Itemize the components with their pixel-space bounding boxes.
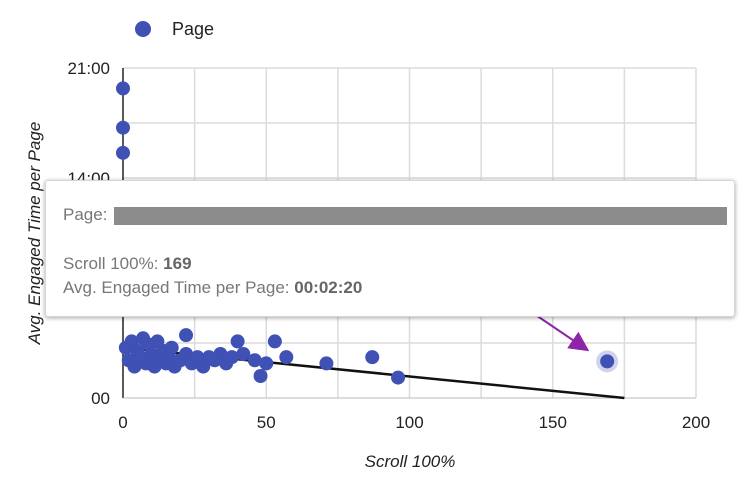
tooltip-time-label: Avg. Engaged Time per Page: [63, 278, 290, 297]
x-tick-label: 100 [395, 413, 423, 432]
y-tick-label: 21:00 [67, 59, 110, 78]
data-point[interactable] [319, 356, 334, 371]
tooltip-page-label: Page: [63, 205, 108, 224]
x-tick-label: 0 [118, 413, 127, 432]
hover-tooltip: Page: Scroll 100%: 169 Avg. Engaged Time… [45, 180, 735, 317]
tooltip-scroll-row: Scroll 100%: 169 [63, 254, 192, 274]
tooltip-scroll-label: Scroll 100%: [63, 254, 159, 273]
data-points [116, 81, 619, 385]
x-tick-labels: 0 50 100 150 200 [118, 413, 710, 432]
tooltip-time-value: 00:02:20 [294, 278, 363, 297]
data-point[interactable] [116, 81, 130, 96]
x-tick-label: 50 [257, 413, 276, 432]
data-point-highlighted[interactable] [600, 354, 615, 369]
data-point[interactable] [116, 145, 130, 160]
tooltip-time-row: Avg. Engaged Time per Page: 00:02:20 [63, 278, 362, 298]
y-axis-title: Avg. Engaged Time per Page [25, 122, 44, 346]
legend-marker [135, 21, 151, 37]
legend-label: Page [172, 19, 214, 39]
data-point[interactable] [247, 353, 262, 368]
data-point[interactable] [267, 334, 282, 349]
data-point[interactable] [164, 340, 179, 355]
data-point[interactable] [365, 350, 380, 365]
tooltip-scroll-value: 169 [163, 254, 192, 273]
data-point[interactable] [236, 347, 251, 361]
x-tick-label: 200 [682, 413, 710, 432]
data-point[interactable] [259, 356, 274, 371]
data-point[interactable] [179, 328, 194, 343]
data-point[interactable] [391, 370, 406, 385]
data-point[interactable] [230, 334, 245, 349]
x-tick-label: 150 [539, 413, 567, 432]
x-axis-title: Scroll 100% [365, 452, 456, 471]
redacted-page-url [114, 207, 727, 225]
data-point[interactable] [116, 120, 130, 135]
data-point[interactable] [279, 350, 294, 365]
data-point[interactable] [224, 350, 239, 365]
y-tick-label: 00 [91, 389, 110, 408]
data-point[interactable] [253, 369, 268, 383]
